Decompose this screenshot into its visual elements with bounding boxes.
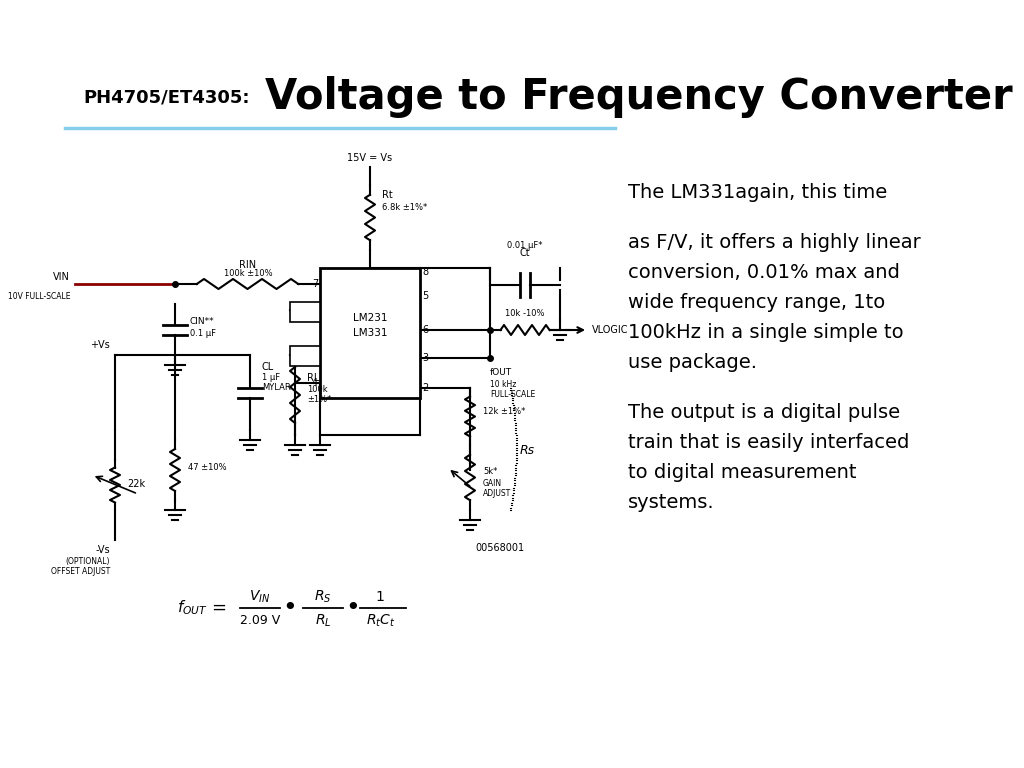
Text: FULL-SCALE: FULL-SCALE xyxy=(490,390,536,399)
Text: 6.8k ±1%*: 6.8k ±1%* xyxy=(382,203,427,211)
Text: 15V = Vs: 15V = Vs xyxy=(347,153,392,163)
Text: 8: 8 xyxy=(422,267,428,277)
Text: Rt: Rt xyxy=(382,190,393,200)
Text: 22k: 22k xyxy=(127,479,145,489)
Text: 1 μF: 1 μF xyxy=(262,373,281,382)
Text: 7: 7 xyxy=(311,279,318,289)
Text: 2.09 V: 2.09 V xyxy=(240,614,281,627)
Text: RL: RL xyxy=(307,373,319,383)
Text: MYLAR: MYLAR xyxy=(262,383,291,392)
Text: -Vs: -Vs xyxy=(95,545,110,555)
Text: •: • xyxy=(346,596,360,620)
Text: VIN: VIN xyxy=(53,272,70,282)
Text: PH4705/ET4305:: PH4705/ET4305: xyxy=(83,88,250,106)
Text: 5: 5 xyxy=(422,291,428,301)
Text: (OPTIONAL): (OPTIONAL) xyxy=(66,557,110,566)
Bar xyxy=(319,268,420,398)
Text: as F/V, it offers a highly linear: as F/V, it offers a highly linear xyxy=(628,233,921,251)
Text: systems.: systems. xyxy=(628,492,715,511)
Text: The output is a digital pulse: The output is a digital pulse xyxy=(628,402,900,422)
Text: use package.: use package. xyxy=(628,353,757,372)
Text: VLOGIC: VLOGIC xyxy=(592,325,629,335)
Text: ADJUST: ADJUST xyxy=(483,488,511,498)
Text: 3: 3 xyxy=(422,353,428,363)
Text: ±1%*: ±1%* xyxy=(307,396,332,405)
Text: CIN**: CIN** xyxy=(190,317,215,326)
Text: to digital measurement: to digital measurement xyxy=(628,462,856,482)
Text: $R_S$: $R_S$ xyxy=(314,589,332,605)
Text: 0.01 μF*: 0.01 μF* xyxy=(507,241,543,250)
Text: fOUT: fOUT xyxy=(490,368,512,377)
Text: 0.1 μF: 0.1 μF xyxy=(190,329,216,339)
Text: GAIN: GAIN xyxy=(483,478,502,488)
Text: 00568001: 00568001 xyxy=(475,543,524,553)
Text: 1: 1 xyxy=(312,305,318,315)
Text: 100k: 100k xyxy=(307,386,328,395)
Text: +Vs: +Vs xyxy=(90,340,110,350)
Text: =: = xyxy=(211,599,226,617)
Text: OFFSET ADJUST: OFFSET ADJUST xyxy=(51,567,110,576)
Text: 6: 6 xyxy=(422,325,428,335)
Bar xyxy=(290,302,319,322)
Bar xyxy=(290,346,319,366)
Text: LM331: LM331 xyxy=(352,328,387,338)
Text: 10k -10%: 10k -10% xyxy=(505,309,545,318)
Text: conversion, 0.01% max and: conversion, 0.01% max and xyxy=(628,263,900,282)
Text: RIN: RIN xyxy=(240,260,257,270)
Text: wide frequency range, 1to: wide frequency range, 1to xyxy=(628,293,886,312)
Text: 1: 1 xyxy=(376,590,384,604)
Text: 2: 2 xyxy=(422,383,428,393)
Text: 5k*: 5k* xyxy=(483,468,498,476)
Text: The LM331again, this time: The LM331again, this time xyxy=(628,184,887,203)
Text: $R_tC_t$: $R_tC_t$ xyxy=(367,613,396,629)
Text: train that is easily interfaced: train that is easily interfaced xyxy=(628,432,909,452)
Text: 10V FULL-SCALE: 10V FULL-SCALE xyxy=(7,292,70,301)
Text: $f_{OUT}$: $f_{OUT}$ xyxy=(177,598,208,617)
Text: $R_L$: $R_L$ xyxy=(314,613,331,629)
Text: LM231: LM231 xyxy=(352,313,387,323)
Text: 12k ±1%*: 12k ±1%* xyxy=(483,408,525,416)
Text: CL: CL xyxy=(262,362,274,372)
Text: $V_{IN}$: $V_{IN}$ xyxy=(249,589,270,605)
Text: 4: 4 xyxy=(312,378,318,388)
Text: 8: 8 xyxy=(312,350,318,360)
Text: •: • xyxy=(283,596,297,620)
Text: 47 ±10%: 47 ±10% xyxy=(188,464,226,472)
Text: 10 kHz: 10 kHz xyxy=(490,380,516,389)
Text: Ct: Ct xyxy=(520,248,530,258)
Text: 100kHz in a single simple to: 100kHz in a single simple to xyxy=(628,323,903,342)
Text: 100k ±10%: 100k ±10% xyxy=(223,269,272,278)
Text: Voltage to Frequency Converter: Voltage to Frequency Converter xyxy=(265,76,1013,118)
Text: Rs: Rs xyxy=(520,443,536,456)
